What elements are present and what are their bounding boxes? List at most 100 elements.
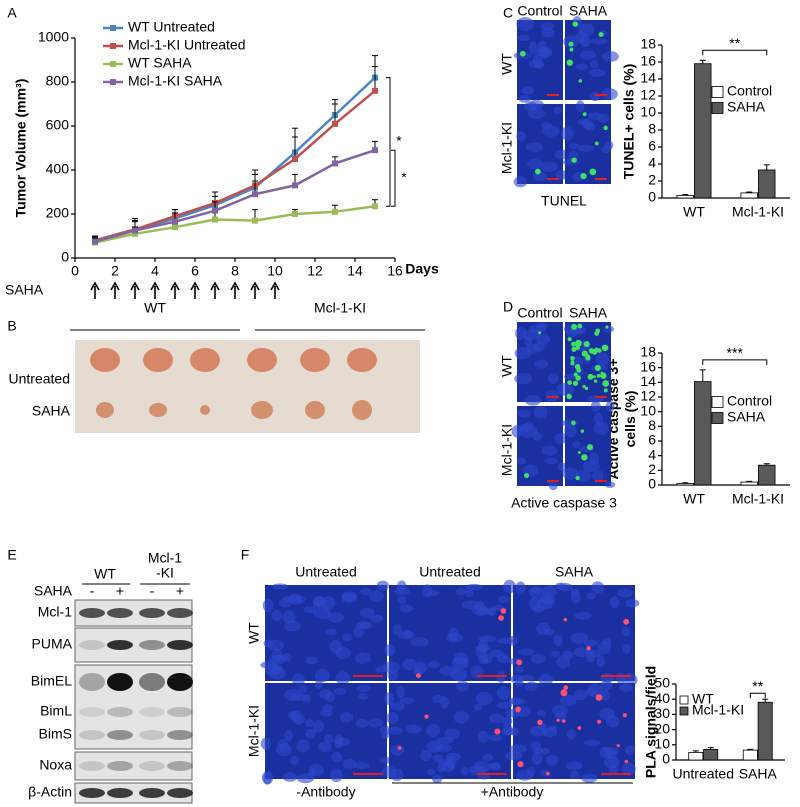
signal: [580, 429, 585, 433]
point: [212, 216, 218, 223]
nucleus: [593, 421, 609, 436]
x-tick-label: 0: [71, 263, 79, 279]
nucleus: [489, 761, 501, 769]
nucleus: [624, 599, 640, 608]
y-tick-label: 14: [640, 373, 656, 389]
nucleus: [354, 652, 371, 665]
nucleus: [278, 598, 293, 608]
legend-marker: [110, 61, 116, 67]
column-label: SAHA: [569, 305, 608, 321]
significance: **: [729, 35, 740, 51]
y-tick-label: 400: [46, 161, 70, 177]
nucleus: [282, 610, 296, 624]
band: [167, 608, 193, 618]
band: [139, 788, 165, 798]
signal: [587, 444, 594, 451]
bar: [740, 481, 758, 486]
nucleus: [370, 614, 384, 623]
signal: [577, 451, 581, 455]
band: [167, 730, 193, 740]
nucleus: [533, 405, 548, 419]
nucleus: [585, 592, 597, 600]
nucleus: [536, 710, 547, 717]
nucleus: [609, 596, 620, 609]
nucleus: [384, 643, 396, 657]
nucleus: [529, 725, 548, 737]
signal: [571, 157, 577, 163]
nucleus: [465, 583, 483, 591]
legend-swatch: [711, 396, 724, 408]
bar: [676, 195, 694, 199]
nucleus: [516, 131, 526, 142]
nucleus: [568, 143, 580, 150]
row-label: Mcl-1-KI: [246, 705, 262, 757]
point: [292, 182, 298, 189]
treatment-arrow: [190, 281, 200, 299]
nucleus: [574, 611, 592, 620]
nucleus: [496, 686, 511, 700]
column-label: Control: [517, 3, 562, 19]
signal: [537, 719, 543, 726]
bar: [676, 483, 694, 486]
nucleus: [590, 38, 608, 45]
nucleus: [397, 596, 407, 604]
band: [139, 608, 165, 618]
x-tick-label: 16: [387, 263, 403, 279]
nucleus: [390, 701, 405, 711]
signal: [517, 761, 524, 768]
y-tick-label: 2: [648, 172, 656, 188]
nucleus: [335, 647, 352, 659]
legend-label: SAHA: [727, 409, 766, 425]
nucleus: [601, 637, 612, 646]
x-tick-label: 14: [347, 263, 363, 279]
treatment-arrow: [230, 281, 240, 299]
nucleus: [326, 628, 337, 636]
panel-letter: F: [241, 547, 250, 563]
bar: [703, 748, 719, 761]
nucleus: [525, 681, 538, 692]
nucleus: [572, 441, 581, 449]
nucleus: [508, 635, 518, 646]
signal: [603, 388, 608, 393]
nucleus: [432, 695, 445, 703]
y-tick-label: 18: [640, 344, 656, 360]
signal: [574, 363, 581, 370]
signal: [570, 360, 575, 364]
tumor: [96, 402, 114, 418]
band: [79, 730, 105, 740]
point: [372, 147, 378, 154]
nucleus: [397, 631, 416, 640]
nucleus: [597, 113, 609, 123]
nucleus: [509, 744, 528, 753]
column-label: Control: [517, 305, 562, 321]
y-tick-label: 50: [654, 675, 670, 691]
nucleus: [542, 584, 557, 598]
signal: [601, 344, 609, 352]
nucleus: [596, 655, 605, 668]
tumor: [143, 348, 173, 372]
nucleus: [554, 432, 568, 444]
nucleus: [516, 457, 527, 465]
signal: [585, 355, 591, 361]
signal: [575, 375, 581, 381]
nucleus: [521, 86, 535, 95]
nucleus: [312, 719, 325, 733]
nucleus: [381, 765, 397, 778]
nucleus: [588, 68, 606, 77]
nucleus: [617, 588, 634, 598]
treatment-arrow: [210, 281, 220, 299]
nucleus: [342, 758, 357, 769]
signal: [569, 47, 574, 52]
x-tick-label: Mcl-1-KI: [732, 204, 784, 220]
signal: [575, 475, 580, 481]
signal: [580, 173, 587, 180]
y-tick-label: 8: [648, 417, 656, 433]
band: [79, 788, 105, 798]
nucleus: [557, 462, 568, 472]
nucleus: [590, 60, 599, 69]
nucleus: [524, 337, 533, 346]
nucleus: [385, 712, 400, 724]
band: [107, 730, 133, 740]
bar: [758, 169, 776, 199]
nucleus: [498, 595, 510, 604]
